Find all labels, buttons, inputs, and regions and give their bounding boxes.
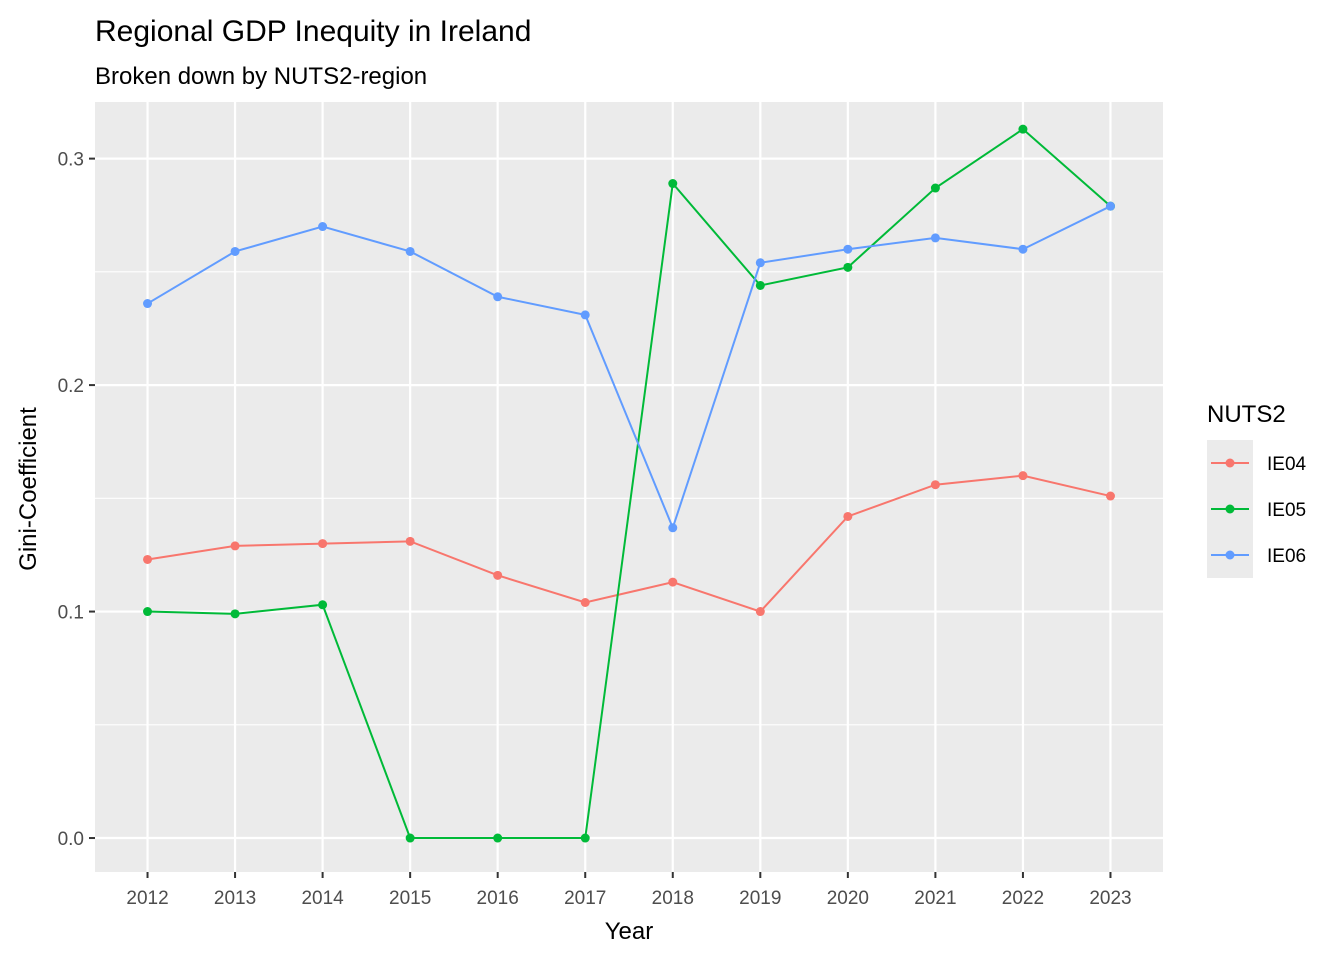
data-point-ie05 [143, 607, 153, 617]
x-tick-label: 2022 [1002, 888, 1044, 909]
x-tick-label: 2013 [214, 888, 256, 909]
x-tick-label: 2018 [652, 888, 694, 909]
series-layer [143, 124, 1115, 843]
x-tick-label: 2015 [389, 888, 431, 909]
data-point-ie04 [580, 598, 590, 607]
data-point-ie04 [230, 541, 240, 551]
y-tick-label: 0.2 [58, 376, 84, 397]
x-tick-label: 2012 [126, 888, 168, 909]
axes: 0.0 0.1 0.2 0.3 2012 2013 2014 2015 2016 2017 2018… [58, 150, 1132, 909]
chart-title: Regional GDP Inequity in Ireland [95, 15, 531, 48]
data-point-ie06 [1105, 201, 1115, 211]
data-point-ie04 [1105, 491, 1115, 501]
x-tick-label: 2023 [1089, 888, 1131, 909]
data-point-ie06 [843, 244, 853, 254]
legend-title: NUTS2 [1207, 401, 1286, 428]
data-point-ie06 [668, 523, 678, 533]
data-point-ie06 [230, 246, 240, 256]
series-ie06 [143, 201, 1115, 533]
data-point-ie04 [668, 577, 678, 587]
data-point-ie04 [143, 554, 153, 564]
legend-label: IE04 [1267, 454, 1307, 475]
legend-key-point [1225, 504, 1235, 514]
data-point-ie06 [930, 233, 940, 243]
x-axis-title: Year [605, 918, 654, 945]
data-point-ie05 [318, 600, 328, 610]
data-point-ie06 [580, 310, 590, 320]
legend-label: IE06 [1267, 546, 1306, 567]
data-point-ie04 [318, 539, 328, 549]
legend: NUTS2 IE04 IE05 IE06 [1207, 401, 1307, 578]
data-point-ie05 [230, 609, 240, 619]
y-tick-label: 0.3 [58, 150, 84, 171]
data-point-ie04 [1018, 471, 1028, 481]
data-point-ie06 [405, 246, 415, 256]
series-line-ie04 [147, 474, 1111, 613]
panel-background [95, 102, 1163, 872]
data-point-ie05 [930, 183, 940, 193]
x-tick-label: 2021 [914, 888, 956, 909]
chart-subtitle: Broken down by NUTS2-region [95, 63, 427, 90]
data-point-ie06 [318, 222, 328, 232]
y-tick-label: 0.0 [58, 829, 84, 850]
legend-key-point [1225, 458, 1235, 468]
legend-label: IE05 [1267, 500, 1306, 521]
data-point-ie05 [1018, 124, 1028, 134]
x-tick-label: 2016 [477, 888, 519, 909]
data-point-ie04 [843, 511, 853, 521]
series-ie04 [143, 471, 1115, 617]
data-point-ie04 [405, 536, 415, 546]
series-line-ie05 [147, 127, 1112, 840]
data-point-ie05 [668, 179, 678, 189]
data-point-ie04 [493, 570, 503, 580]
y-axis-title: Gini-Coefficient [15, 407, 42, 571]
series-line-ie06 [147, 205, 1111, 531]
data-point-ie06 [755, 258, 765, 268]
data-point-ie05 [580, 833, 590, 843]
legend-key-point [1225, 550, 1235, 560]
y-tick-label: 0.1 [58, 603, 84, 624]
data-point-ie05 [493, 833, 503, 843]
data-point-ie06 [143, 299, 153, 309]
data-point-ie04 [930, 480, 940, 490]
data-point-ie06 [493, 292, 503, 302]
x-tick-label: 2017 [564, 888, 606, 909]
data-point-ie05 [843, 262, 853, 272]
data-point-ie04 [755, 607, 765, 617]
data-point-ie05 [755, 280, 765, 290]
data-point-ie06 [1018, 244, 1028, 254]
data-point-ie05 [405, 833, 415, 843]
x-tick-label: 2014 [301, 888, 344, 909]
plot-panel [95, 102, 1163, 872]
x-tick-label: 2019 [739, 888, 781, 909]
x-tick-label: 2020 [827, 888, 869, 909]
